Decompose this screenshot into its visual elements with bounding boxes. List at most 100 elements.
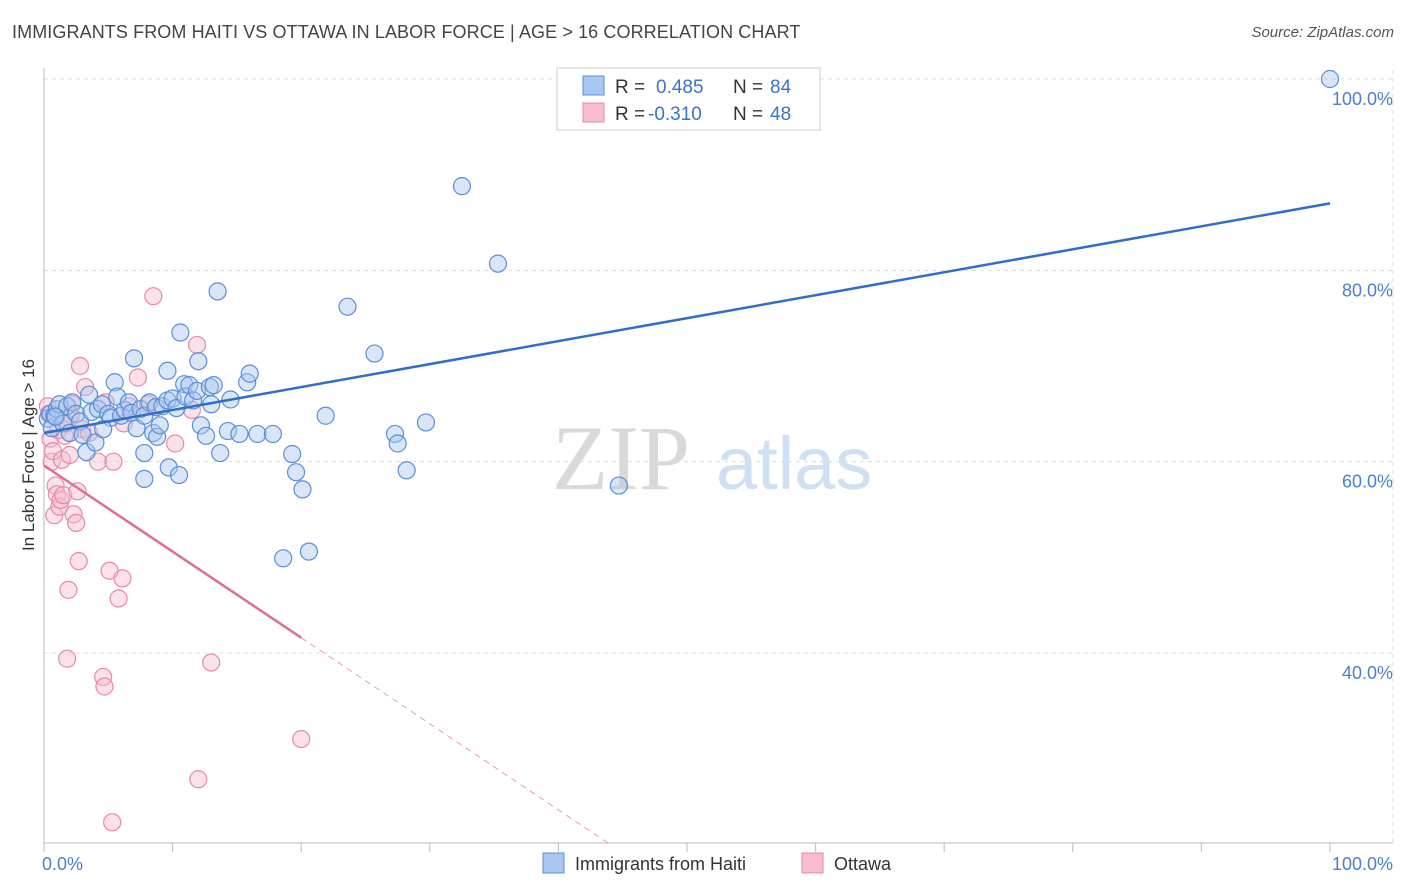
haiti-point-59 <box>218 421 237 441</box>
bottom-legend-swatch-ottawa <box>801 852 824 874</box>
ottawa-point-32 <box>104 452 123 471</box>
axes <box>43 68 1393 852</box>
haiti-point-16 <box>86 433 105 452</box>
haiti-point-76 <box>397 461 416 480</box>
source-credit: Source: ZipAtlas.com <box>1251 24 1394 41</box>
haiti-point-51 <box>189 352 208 371</box>
ottawa-point-43 <box>202 653 221 672</box>
haiti-point-73 <box>365 344 384 363</box>
haiti-point-27 <box>124 349 144 368</box>
haiti-point-77 <box>416 413 436 432</box>
haiti-point-36 <box>148 427 167 446</box>
legend-swatch-ottawa <box>582 102 605 123</box>
haiti-point-66 <box>274 549 293 568</box>
haiti-point-75 <box>388 434 407 453</box>
legend-n-value-haiti: 84 <box>770 77 792 98</box>
legend: R = 0.485 N = 84 R = -0.310 N = 48 <box>556 67 821 131</box>
ottawa-point-15 <box>59 580 78 599</box>
tick-labels: 40.0% 60.0% 80.0% 100.0% 0.0% 100.0% <box>42 89 1393 874</box>
haiti-point-21 <box>105 373 124 392</box>
ottawa-point-33 <box>109 589 128 608</box>
haiti-point-18 <box>92 395 111 414</box>
ottawa-point-44 <box>292 729 311 749</box>
ottawa-point-16 <box>60 445 79 465</box>
ottawa-point-38 <box>144 287 163 306</box>
y-tick-label-2: 80.0% <box>1342 280 1393 300</box>
ottawa-point-21 <box>69 552 88 571</box>
haiti-point-61 <box>230 424 249 444</box>
haiti-point-80 <box>609 476 628 495</box>
haiti-point-22 <box>108 387 127 406</box>
haiti-point-53 <box>196 426 216 445</box>
ottawa-point-28 <box>95 677 114 696</box>
haiti-point-72 <box>338 297 357 316</box>
ottawa-point-20 <box>68 482 87 501</box>
legend-n-label-haiti: N = <box>733 77 763 98</box>
y-axis-label: In Labor Force | Age > 16 <box>19 359 38 551</box>
haiti-point-40 <box>158 361 177 380</box>
legend-r-value-ottawa: -0.310 <box>648 104 702 125</box>
haiti-point-64 <box>248 424 267 444</box>
ottawa-trend-line <box>43 464 302 639</box>
haiti-point-82 <box>46 407 65 426</box>
trend-lines <box>43 202 1331 845</box>
haiti-point-45 <box>171 323 190 342</box>
haiti-trend-line <box>43 202 1331 435</box>
y-tick-label-0: 40.0% <box>1342 663 1393 683</box>
haiti-point-52 <box>191 416 210 435</box>
ottawa-point-27 <box>94 667 113 687</box>
chart-title: IMMIGRANTS FROM HAITI VS OTTAWA IN LABOR… <box>12 22 801 42</box>
haiti-point-57 <box>208 282 227 301</box>
ottawa-point-34 <box>113 569 132 588</box>
ottawa-trend-extension <box>300 637 611 845</box>
ottawa-point-11 <box>54 486 73 505</box>
haiti-point-9 <box>63 393 82 412</box>
bottom-legend-ottawa: Ottawa <box>834 854 892 874</box>
bottom-legend-swatch-haiti <box>542 852 565 874</box>
ottawa-point-4 <box>45 506 64 525</box>
ottawa-point-31 <box>103 813 122 832</box>
haiti-point-81 <box>1320 69 1340 89</box>
legend-swatch-haiti <box>582 75 605 96</box>
haiti-point-67 <box>283 444 302 464</box>
x-tick-label-1: 100.0% <box>1332 854 1393 874</box>
haiti-point-70 <box>299 542 319 561</box>
haiti-point-56 <box>204 376 223 395</box>
bottom-legend: Immigrants from Haiti Ottawa <box>542 852 892 874</box>
y-tick-label-3: 100.0% <box>1332 89 1393 109</box>
ottawa-point-41 <box>187 335 207 355</box>
watermark-atlas: atlas <box>716 422 872 505</box>
haiti-point-31 <box>135 443 154 463</box>
haiti-point-63 <box>240 364 259 383</box>
ottawa-point-19 <box>67 513 86 532</box>
legend-r-value-haiti: 0.485 <box>656 77 704 98</box>
haiti-point-69 <box>293 480 312 499</box>
ottawa-point-8 <box>50 497 69 516</box>
haiti-point-78 <box>452 177 472 196</box>
haiti-point-79 <box>488 254 508 273</box>
haiti-point-25 <box>119 393 138 412</box>
legend-n-value-ottawa: 48 <box>770 104 791 125</box>
ottawa-point-39 <box>166 434 185 453</box>
ottawa-point-42 <box>189 770 208 789</box>
ottawa-point-36 <box>128 368 147 387</box>
legend-r-label-ottawa: R = <box>615 104 645 125</box>
haiti-point-68 <box>286 463 306 482</box>
haiti-point-41 <box>159 458 178 477</box>
bottom-legend-haiti: Immigrants from Haiti <box>575 854 746 874</box>
haiti-points <box>38 69 1340 568</box>
ottawa-point-22 <box>70 356 90 376</box>
haiti-point-83 <box>94 420 113 439</box>
haiti-point-65 <box>263 424 283 444</box>
y-tick-label-1: 60.0% <box>1342 472 1393 492</box>
x-tick-label-0: 0.0% <box>42 854 83 874</box>
haiti-point-32 <box>135 469 154 488</box>
ottawa-point-9 <box>51 490 70 510</box>
watermark: ZIP atlas <box>552 407 872 509</box>
ottawa-point-14 <box>58 649 77 668</box>
haiti-point-37 <box>150 416 169 435</box>
haiti-point-71 <box>316 406 335 425</box>
haiti-point-58 <box>211 443 230 463</box>
legend-n-label-ottawa: N = <box>733 104 763 125</box>
